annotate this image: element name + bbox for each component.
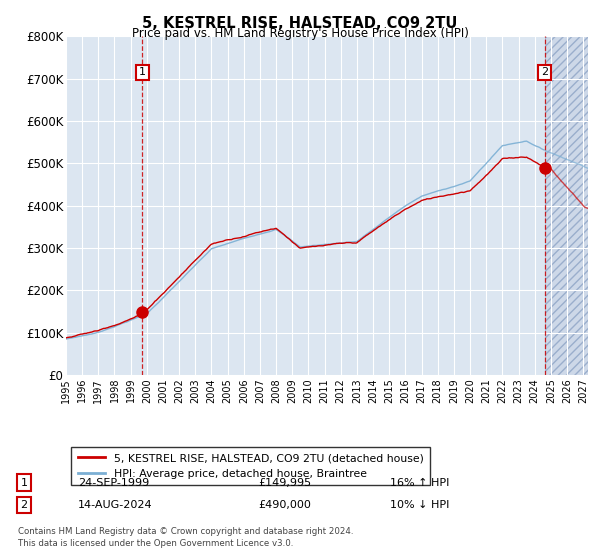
Text: 16% ↑ HPI: 16% ↑ HPI bbox=[390, 478, 449, 488]
Text: 2: 2 bbox=[541, 67, 548, 77]
Text: £149,995: £149,995 bbox=[258, 478, 311, 488]
Text: This data is licensed under the Open Government Licence v3.0.: This data is licensed under the Open Gov… bbox=[18, 539, 293, 548]
Text: 14-AUG-2024: 14-AUG-2024 bbox=[78, 500, 152, 510]
Text: Price paid vs. HM Land Registry's House Price Index (HPI): Price paid vs. HM Land Registry's House … bbox=[131, 27, 469, 40]
Text: 1: 1 bbox=[20, 478, 28, 488]
Text: £490,000: £490,000 bbox=[258, 500, 311, 510]
Legend: 5, KESTREL RISE, HALSTEAD, CO9 2TU (detached house), HPI: Average price, detache: 5, KESTREL RISE, HALSTEAD, CO9 2TU (deta… bbox=[71, 447, 430, 485]
Text: 24-SEP-1999: 24-SEP-1999 bbox=[78, 478, 149, 488]
Text: 2: 2 bbox=[20, 500, 28, 510]
Bar bbox=[545, 36, 588, 375]
Text: 5, KESTREL RISE, HALSTEAD, CO9 2TU: 5, KESTREL RISE, HALSTEAD, CO9 2TU bbox=[142, 16, 458, 31]
Text: Contains HM Land Registry data © Crown copyright and database right 2024.: Contains HM Land Registry data © Crown c… bbox=[18, 528, 353, 536]
Text: 1: 1 bbox=[139, 67, 146, 77]
Text: 10% ↓ HPI: 10% ↓ HPI bbox=[390, 500, 449, 510]
